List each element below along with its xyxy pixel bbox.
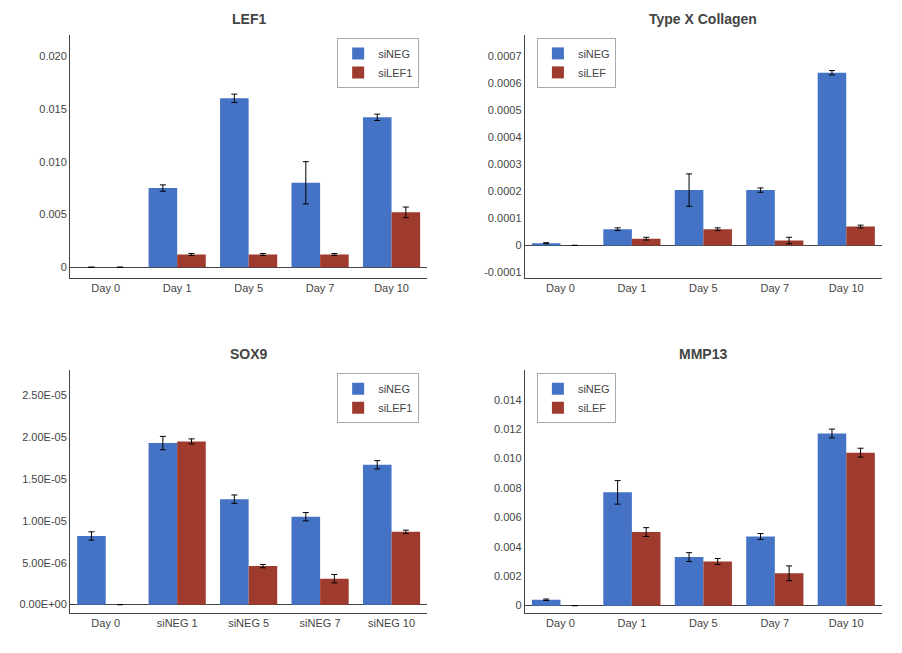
svg-text:0.0003: 0.0003 (488, 158, 522, 170)
svg-text:Day 7: Day 7 (760, 617, 789, 629)
svg-text:siNEG: siNEG (578, 383, 610, 395)
svg-text:siLEF: siLEF (578, 67, 606, 79)
svg-text:Day 1: Day 1 (618, 282, 647, 294)
svg-text:0.010: 0.010 (39, 156, 67, 168)
svg-text:0.006: 0.006 (494, 511, 522, 523)
svg-text:Day 0: Day 0 (91, 617, 120, 629)
svg-text:siNEG 7: siNEG 7 (300, 617, 341, 629)
svg-text:Day 0: Day 0 (546, 282, 575, 294)
svg-text:0.00E+00: 0.00E+00 (19, 598, 66, 610)
svg-text:2.00E-05: 2.00E-05 (22, 431, 67, 443)
svg-text:0.0002: 0.0002 (488, 185, 522, 197)
svg-text:Type X Collagen: Type X Collagen (649, 11, 757, 27)
svg-text:Day 1: Day 1 (163, 282, 192, 294)
svg-text:0.0007: 0.0007 (488, 50, 522, 62)
svg-text:0.005: 0.005 (39, 208, 67, 220)
svg-text:Day 5: Day 5 (689, 282, 718, 294)
svg-text:0: 0 (515, 599, 521, 611)
svg-text:Day 5: Day 5 (689, 617, 718, 629)
svg-text:0.0004: 0.0004 (488, 131, 522, 143)
svg-text:siNEG 10: siNEG 10 (368, 617, 415, 629)
svg-text:siNEG: siNEG (578, 48, 610, 60)
svg-text:Day 10: Day 10 (829, 617, 864, 629)
svg-text:siLEF: siLEF (578, 402, 606, 414)
svg-text:0.004: 0.004 (494, 541, 522, 553)
svg-text:siNEG: siNEG (378, 48, 410, 60)
svg-text:0.008: 0.008 (494, 482, 522, 494)
svg-text:siNEG: siNEG (378, 383, 410, 395)
svg-text:Day 5: Day 5 (234, 282, 263, 294)
svg-text:siNEG 1: siNEG 1 (157, 617, 198, 629)
svg-text:0.020: 0.020 (39, 50, 67, 62)
svg-text:Day 7: Day 7 (306, 282, 335, 294)
svg-text:Day 0: Day 0 (91, 282, 120, 294)
svg-text:0.0001: 0.0001 (488, 212, 522, 224)
svg-text:2.50E-05: 2.50E-05 (22, 389, 67, 401)
svg-text:siLEF1: siLEF1 (378, 67, 412, 79)
svg-text:0.015: 0.015 (39, 103, 67, 115)
svg-text:Day 0: Day 0 (546, 617, 575, 629)
svg-text:0.012: 0.012 (494, 423, 522, 435)
svg-text:Day 10: Day 10 (829, 282, 864, 294)
svg-text:0: 0 (61, 261, 67, 273)
svg-text:1.50E-05: 1.50E-05 (22, 473, 67, 485)
svg-text:siNEG 5: siNEG 5 (228, 617, 269, 629)
svg-text:0.010: 0.010 (494, 452, 522, 464)
svg-text:5.00E-06: 5.00E-06 (22, 557, 67, 569)
svg-text:Day 10: Day 10 (374, 282, 409, 294)
svg-text:0: 0 (515, 239, 521, 251)
svg-text:0.002: 0.002 (494, 570, 522, 582)
svg-text:1.00E-05: 1.00E-05 (22, 515, 67, 527)
svg-text:-0.0001: -0.0001 (484, 266, 521, 278)
svg-text:siLEF1: siLEF1 (378, 402, 412, 414)
svg-text:0.0005: 0.0005 (488, 104, 522, 116)
svg-text:Day 1: Day 1 (618, 617, 647, 629)
svg-text:MMP13: MMP13 (679, 346, 727, 362)
svg-text:0.014: 0.014 (494, 394, 522, 406)
svg-text:0.0006: 0.0006 (488, 77, 522, 89)
svg-text:LEF1: LEF1 (232, 11, 266, 27)
svg-text:Day 7: Day 7 (760, 282, 789, 294)
svg-text:SOX9: SOX9 (230, 346, 268, 362)
